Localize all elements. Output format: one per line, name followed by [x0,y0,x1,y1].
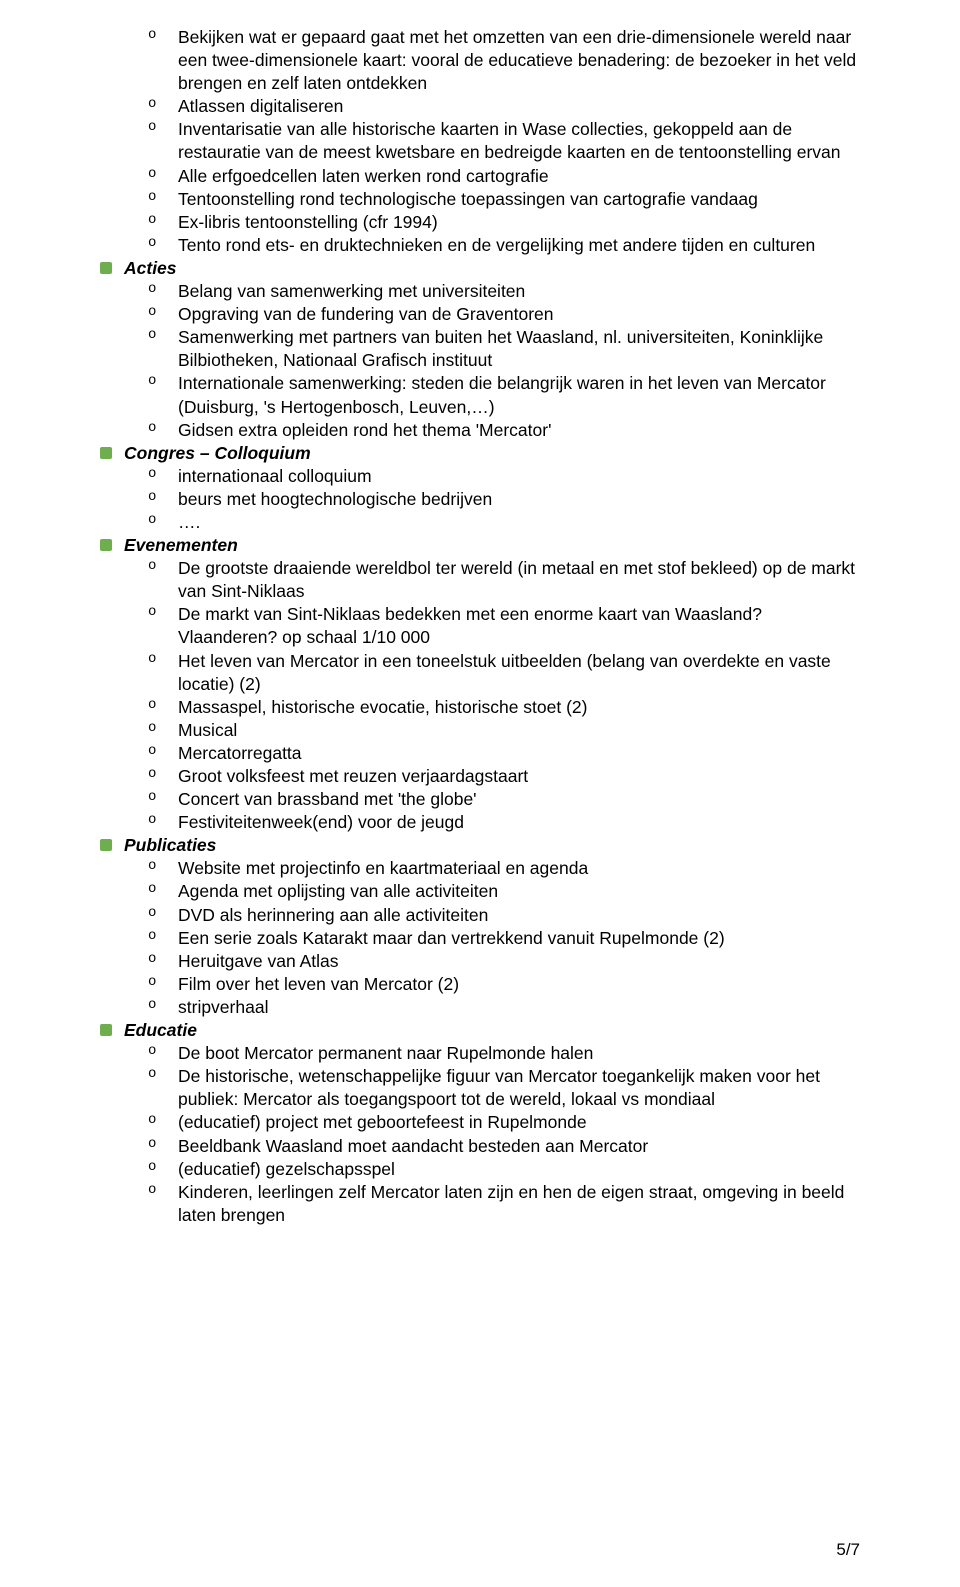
list-item: Film over het leven van Mercator (2) [148,973,864,996]
list-item: (educatief) project met geboortefeest in… [148,1111,864,1134]
list-item: De markt van Sint-Niklaas bedekken met e… [148,603,864,649]
section-title: Publicaties [124,835,216,855]
list-item: stripverhaal [148,996,864,1019]
section: EducatieDe boot Mercator permanent naar … [96,1019,864,1227]
list-item: Samenwerking met partners van buiten het… [148,326,864,372]
list-item: Massaspel, historische evocatie, histori… [148,696,864,719]
list-item: De boot Mercator permanent naar Rupelmon… [148,1042,864,1065]
list-item: Tentoonstelling rond technologische toep… [148,188,864,211]
section-items: Website met projectinfo en kaartmateriaa… [124,857,864,1019]
list-item: Een serie zoals Katarakt maar dan vertre… [148,927,864,950]
sections-list: ActiesBelang van samenwerking met univer… [96,257,864,1227]
list-item: Ex-libris tentoonstelling (cfr 1994) [148,211,864,234]
section: PublicatiesWebsite met projectinfo en ka… [96,834,864,1019]
section-items: De boot Mercator permanent naar Rupelmon… [124,1042,864,1227]
section: Congres – Colloquiuminternationaal collo… [96,442,864,534]
page: Bekijken wat er gepaard gaat met het omz… [0,0,960,1587]
section-items: internationaal colloquiumbeurs met hoogt… [124,465,864,534]
list-item: Internationale samenwerking: steden die … [148,372,864,418]
list-item: internationaal colloquium [148,465,864,488]
list-item: Beeldbank Waasland moet aandacht bestede… [148,1135,864,1158]
section-title: Congres – Colloquium [124,443,311,463]
list-item: Atlassen digitaliseren [148,95,864,118]
list-item: Het leven van Mercator in een toneelstuk… [148,650,864,696]
list-item: De historische, wetenschappelijke figuur… [148,1065,864,1111]
section: EvenementenDe grootste draaiende wereldb… [96,534,864,834]
list-item: Festiviteitenweek(end) voor de jeugd [148,811,864,834]
list-item: Concert van brassband met 'the globe' [148,788,864,811]
list-item: (educatief) gezelschapsspel [148,1158,864,1181]
list-item: Website met projectinfo en kaartmateriaa… [148,857,864,880]
section-items: Belang van samenwerking met universiteit… [124,280,864,442]
list-item: DVD als herinnering aan alle activiteite… [148,904,864,927]
list-item: De grootste draaiende wereldbol ter were… [148,557,864,603]
list-item: Inventarisatie van alle historische kaar… [148,118,864,164]
list-item: Opgraving van de fundering van de Graven… [148,303,864,326]
list-item: Bekijken wat er gepaard gaat met het omz… [148,26,864,95]
list-item: Musical [148,719,864,742]
list-item: Tento rond ets- en druktechnieken en de … [148,234,864,257]
list-item: Kinderen, leerlingen zelf Mercator laten… [148,1181,864,1227]
section-items: De grootste draaiende wereldbol ter were… [124,557,864,834]
list-item: Alle erfgoedcellen laten werken rond car… [148,165,864,188]
list-item: Groot volksfeest met reuzen verjaardagst… [148,765,864,788]
section-title: Educatie [124,1020,197,1040]
list-item: Heruitgave van Atlas [148,950,864,973]
intro-list: Bekijken wat er gepaard gaat met het omz… [96,26,864,257]
list-item: beurs met hoogtechnologische bedrijven [148,488,864,511]
list-item: Belang van samenwerking met universiteit… [148,280,864,303]
list-item: Agenda met oplijsting van alle activitei… [148,880,864,903]
section-title: Evenementen [124,535,238,555]
list-item: Gidsen extra opleiden rond het thema 'Me… [148,419,864,442]
list-item: Mercatorregatta [148,742,864,765]
section: ActiesBelang van samenwerking met univer… [96,257,864,442]
list-item: …. [148,511,864,534]
section-title: Acties [124,258,177,278]
page-number: 5/7 [836,1539,860,1561]
